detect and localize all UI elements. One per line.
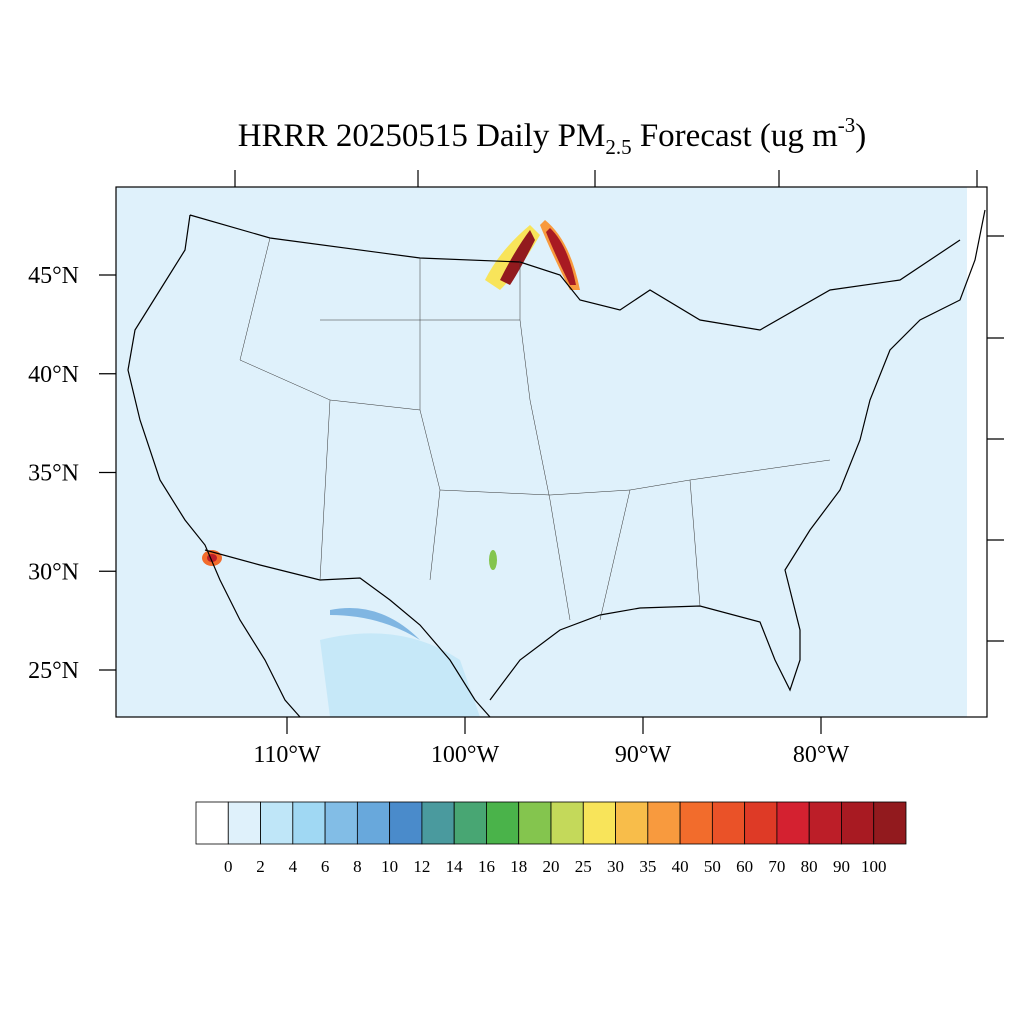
axis-ticks: 45°N 40°N 35°N 30°N 25°N 110°W 100°W 90°W 80°W (28, 263, 849, 768)
title-middle: Forecast (ug m (632, 118, 839, 154)
colorbar-label: 0 (224, 857, 233, 876)
colorbar-swatch (292, 801, 326, 845)
coastline (127, 209, 986, 718)
colorbar-swatch (550, 801, 584, 845)
colorbar-label: 90 (833, 857, 850, 876)
colorbar-label: 50 (704, 857, 721, 876)
title-sup: -3 (838, 113, 856, 137)
state-lines (239, 237, 831, 621)
colorbar-swatch (389, 801, 423, 845)
title-end: ) (855, 118, 866, 154)
lon-label: 80°W (793, 742, 850, 768)
colorbar-label: 100 (861, 857, 887, 876)
colorbar-label: 25 (575, 857, 592, 876)
lon-label: 90°W (615, 742, 672, 768)
colorbar-label: 6 (321, 857, 330, 876)
plume (489, 550, 497, 570)
colorbar-label: 30 (607, 857, 624, 876)
colorbar-swatch (518, 801, 552, 845)
lat-label: 35°N (28, 461, 79, 487)
colorbar-swatch (260, 801, 294, 845)
colorbar-label: 4 (289, 857, 298, 876)
colorbar-swatch (679, 801, 713, 845)
plume (546, 228, 576, 285)
colorbar-swatch (486, 801, 520, 845)
colorbar-label: 18 (510, 857, 527, 876)
colorbar-label: 20 (543, 857, 560, 876)
lat-label: 40°N (28, 362, 79, 388)
colorbar-swatch (324, 801, 358, 845)
lat-label: 45°N (28, 263, 79, 289)
colorbar-swatch (195, 801, 229, 845)
colorbar-swatch (421, 801, 455, 845)
map-frame (115, 186, 988, 718)
title: HRRR 20250515 Daily PM2.5 Forecast (ug m… (238, 113, 867, 159)
smoke-plumes (202, 220, 580, 717)
colorbar-label: 35 (639, 857, 656, 876)
colorbar-swatch (841, 801, 875, 845)
lat-label: 30°N (28, 559, 79, 585)
colorbar-label: 12 (413, 857, 430, 876)
colorbar-label: 10 (381, 857, 398, 876)
plume (500, 230, 535, 285)
colorbar-swatch (615, 801, 649, 845)
colorbar-label: 40 (672, 857, 689, 876)
map-area (115, 170, 1004, 718)
colorbar-label: 8 (353, 857, 362, 876)
colorbar-swatch (227, 801, 261, 845)
colorbar-label: 60 (736, 857, 753, 876)
colorbar-swatch (873, 801, 907, 845)
lon-label: 100°W (431, 742, 500, 768)
colorbar-label: 80 (801, 857, 818, 876)
plume (320, 633, 480, 717)
colorbar-swatch (356, 801, 391, 845)
title-main: HRRR 20250515 Daily PM (238, 118, 606, 154)
frame-ticks (234, 170, 1004, 642)
colorbar-swatch (744, 801, 778, 845)
colorbar-swatch (808, 801, 842, 845)
plume (330, 608, 420, 640)
colorbar-label: 14 (446, 857, 464, 876)
colorbar-swatch (776, 801, 810, 845)
map-edge (967, 187, 987, 717)
title-sub: 2.5 (605, 135, 631, 159)
colorbar-label: 2 (256, 857, 265, 876)
lat-label: 25°N (28, 658, 79, 684)
colorbar-swatch (647, 801, 681, 845)
colorbar-label: 16 (478, 857, 495, 876)
lon-label: 110°W (253, 742, 321, 768)
map-background (116, 187, 987, 717)
colorbar-swatch (582, 801, 616, 845)
colorbar-label: 70 (768, 857, 785, 876)
colorbar-swatch (711, 801, 746, 845)
colorbar: 0 2 4 6 8 10 12 14 16 18 20 25 30 35 40 50 60 70 80 90 100 (195, 801, 907, 876)
colorbar-swatch (453, 801, 487, 845)
